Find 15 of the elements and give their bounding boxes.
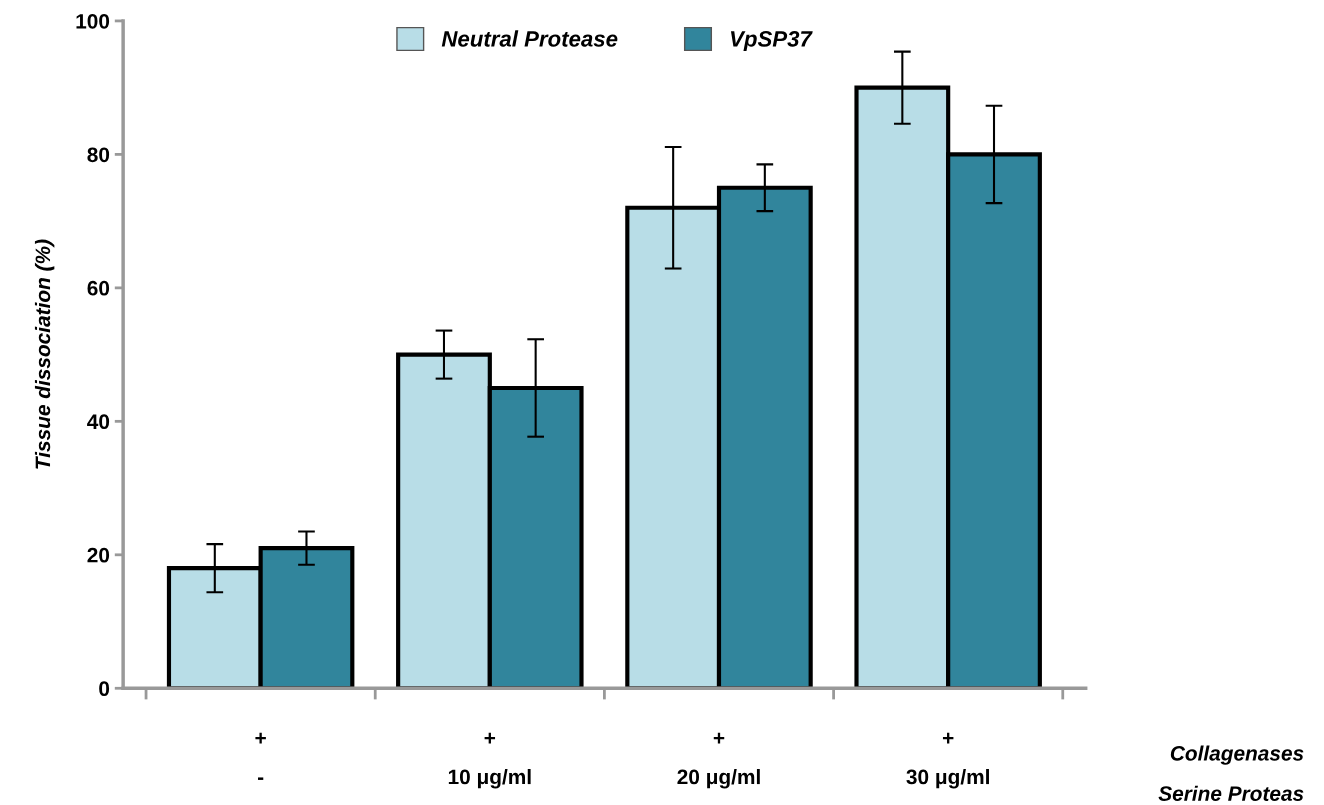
y-tick-label: 80	[87, 147, 110, 163]
y-tick-label: 40	[87, 414, 110, 430]
y-axis-title: Tissue dissociation (%)	[34, 239, 55, 469]
legend-label: VpSP37	[730, 30, 813, 52]
category-label: + 30 μg/ml	[906, 732, 989, 789]
category-label: + 20 μg/ml	[677, 732, 760, 789]
y-tick-label: 0	[99, 681, 110, 697]
y-tick-label: 100	[76, 13, 110, 29]
legend-label: Neutral Protease	[441, 30, 618, 47]
text: Serine Proteas	[1158, 785, 1304, 801]
text: Collagenases	[1170, 745, 1304, 765]
y-tick-label: 60	[87, 280, 110, 296]
y-tick-label: 20	[87, 547, 110, 563]
category-label: + -	[255, 732, 266, 780]
category-label: + 10 μg/ml	[448, 732, 531, 789]
